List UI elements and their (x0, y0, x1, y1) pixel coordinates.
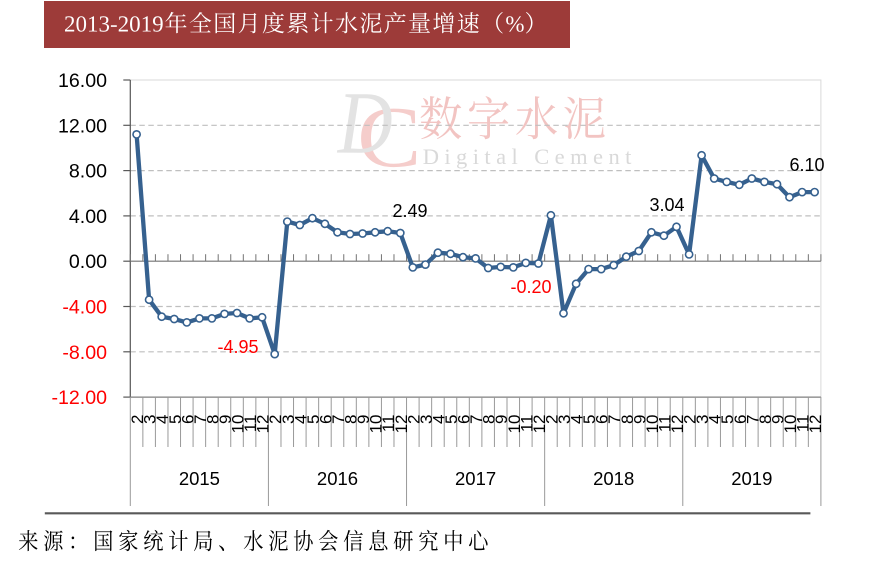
svg-text:11: 11 (379, 415, 398, 433)
svg-text:4: 4 (153, 415, 172, 424)
svg-text:12: 12 (530, 415, 549, 434)
svg-text:4: 4 (706, 415, 725, 424)
svg-text:8: 8 (203, 415, 222, 424)
svg-text:12: 12 (668, 415, 687, 434)
svg-text:5: 5 (718, 415, 737, 424)
svg-text:11: 11 (794, 415, 813, 433)
svg-text:7: 7 (191, 415, 210, 424)
svg-text:2017: 2017 (455, 468, 496, 489)
svg-text:5: 5 (442, 415, 461, 424)
svg-text:7: 7 (743, 415, 762, 424)
svg-text:0.00: 0.00 (69, 251, 107, 273)
svg-text:2: 2 (128, 415, 147, 424)
svg-text:6: 6 (731, 415, 750, 424)
svg-text:6: 6 (593, 415, 612, 424)
svg-text:8: 8 (480, 415, 499, 424)
svg-text:5: 5 (166, 415, 185, 424)
svg-text:-4.95: -4.95 (217, 337, 258, 357)
svg-text:12: 12 (392, 415, 411, 434)
svg-text:12: 12 (254, 415, 273, 434)
svg-text:6: 6 (455, 415, 474, 424)
svg-text:9: 9 (492, 415, 511, 424)
svg-text:10: 10 (781, 415, 800, 434)
svg-text:12.00: 12.00 (58, 115, 107, 137)
svg-text:6: 6 (178, 415, 197, 424)
svg-text:3: 3 (555, 415, 574, 424)
svg-text:2: 2 (681, 415, 700, 424)
svg-text:9: 9 (216, 415, 235, 424)
svg-text:9: 9 (768, 415, 787, 424)
svg-text:3: 3 (141, 415, 160, 424)
svg-text:2015: 2015 (179, 468, 220, 489)
svg-text:2019: 2019 (731, 468, 772, 489)
svg-text:2018: 2018 (593, 468, 634, 489)
svg-text:Digital Cement: Digital Cement (423, 144, 637, 169)
svg-text:7: 7 (329, 415, 348, 424)
svg-text:8.00: 8.00 (69, 161, 107, 183)
svg-text:-8.00: -8.00 (62, 342, 107, 364)
svg-text:4.00: 4.00 (69, 206, 107, 228)
svg-text:7: 7 (467, 415, 486, 424)
svg-text:8: 8 (756, 415, 775, 424)
svg-text:16.00: 16.00 (58, 70, 107, 92)
svg-text:-0.20: -0.20 (510, 277, 551, 297)
svg-text:6.10: 6.10 (789, 155, 824, 175)
svg-text:4: 4 (429, 415, 448, 424)
svg-text:5: 5 (304, 415, 323, 424)
svg-text:12: 12 (806, 415, 825, 434)
svg-text:2: 2 (542, 415, 561, 424)
svg-text:11: 11 (655, 415, 674, 433)
svg-text:5: 5 (580, 415, 599, 424)
svg-text:4: 4 (291, 415, 310, 424)
svg-text:2: 2 (266, 415, 285, 424)
svg-text:9: 9 (354, 415, 373, 424)
svg-text:4: 4 (568, 415, 587, 424)
svg-text:10: 10 (643, 415, 662, 434)
svg-text:6: 6 (316, 415, 335, 424)
svg-text:3: 3 (417, 415, 436, 424)
svg-text:7: 7 (605, 415, 624, 424)
svg-text:10: 10 (505, 415, 524, 434)
svg-text:10: 10 (367, 415, 386, 434)
svg-text:2: 2 (404, 415, 423, 424)
svg-text:11: 11 (241, 415, 260, 433)
svg-text:2016: 2016 (317, 468, 358, 489)
svg-text:8: 8 (618, 415, 637, 424)
svg-text:2.49: 2.49 (392, 201, 427, 221)
svg-text:11: 11 (517, 415, 536, 433)
svg-text:3: 3 (693, 415, 712, 424)
svg-text:-12.00: -12.00 (51, 387, 107, 409)
svg-text:10: 10 (229, 415, 248, 434)
svg-text:3: 3 (279, 415, 298, 424)
svg-text:-4.00: -4.00 (62, 297, 107, 319)
svg-text:8: 8 (342, 415, 361, 424)
svg-text:9: 9 (630, 415, 649, 424)
svg-text:3.04: 3.04 (649, 195, 684, 215)
